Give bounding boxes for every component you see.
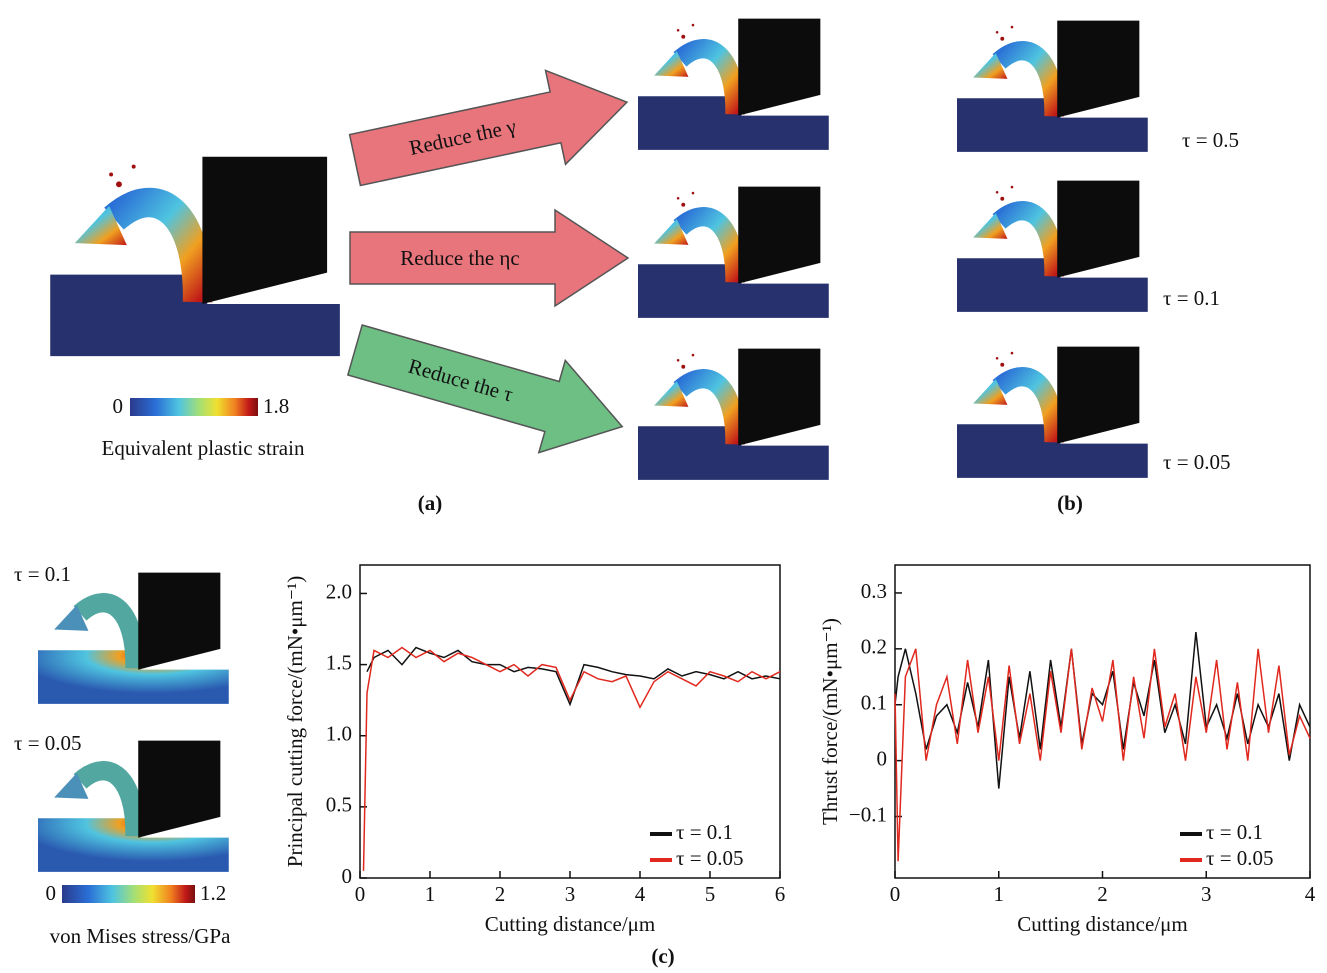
series-line <box>362 646 781 871</box>
simulation-image <box>638 19 829 150</box>
y-tick-label: 0.2 <box>861 635 887 659</box>
simulation-image <box>957 347 1148 478</box>
y-axis-label: Thrust force/(mN•μm⁻¹) <box>818 618 842 825</box>
series-line <box>366 646 781 707</box>
y-tick-label: 0.1 <box>861 691 887 715</box>
y-tick-label: 1.0 <box>326 722 352 746</box>
case-label: τ = 0.05 <box>14 731 82 755</box>
y-axis-label: Principal cutting force/(mN•μm⁻¹) <box>283 576 307 867</box>
y-tick-label: 0 <box>342 864 353 888</box>
legend-label: τ = 0.1 <box>1206 820 1263 844</box>
series-line <box>894 648 1311 862</box>
simulation-image <box>50 157 340 356</box>
case-label: τ = 0.5 <box>1182 128 1239 152</box>
legend-label: τ = 0.05 <box>1206 846 1274 870</box>
colorbar <box>130 398 258 416</box>
x-tick-label: 4 <box>635 882 646 906</box>
y-tick-label: 0.5 <box>326 793 352 817</box>
x-axis-label: Cutting distance/μm <box>485 912 656 936</box>
case-label: τ = 0.05 <box>1163 450 1231 474</box>
x-tick-label: 1 <box>425 882 436 906</box>
x-tick-label: 0 <box>890 882 901 906</box>
series-line <box>894 632 1311 789</box>
colorbar <box>62 885 195 903</box>
colorbar-title: von Mises stress/GPa <box>50 924 232 948</box>
panel-label: (b) <box>1057 491 1083 515</box>
x-tick-label: 0 <box>355 882 366 906</box>
x-tick-label: 1 <box>994 882 1005 906</box>
y-tick-label: 1.5 <box>326 650 352 674</box>
case-label: τ = 0.1 <box>14 562 71 586</box>
x-axis-label: Cutting distance/μm <box>1017 912 1188 936</box>
arrow: Reduce the γ <box>344 54 638 208</box>
arrow: Reduce the ηc <box>349 209 629 307</box>
simulation-image <box>638 349 829 480</box>
colorbar-min: 0 <box>113 394 124 418</box>
y-tick-label: 2.0 <box>326 579 352 603</box>
panel-label: (a) <box>418 491 443 515</box>
colorbar-title: Equivalent plastic strain <box>102 436 305 460</box>
x-tick-label: 4 <box>1305 882 1316 906</box>
arrow: Reduce the τ <box>341 303 637 474</box>
legend-label: τ = 0.05 <box>676 846 744 870</box>
simulation-image <box>38 741 229 872</box>
colorbar-min: 0 <box>46 881 57 905</box>
legend-label: τ = 0.1 <box>676 820 733 844</box>
colorbar-max: 1.2 <box>200 881 226 905</box>
x-tick-label: 3 <box>1201 882 1212 906</box>
simulation-image <box>957 181 1148 312</box>
x-tick-label: 2 <box>1097 882 1108 906</box>
colorbar-max: 1.8 <box>263 394 289 418</box>
x-tick-label: 6 <box>775 882 786 906</box>
y-tick-label: 0 <box>877 746 888 770</box>
case-label: τ = 0.1 <box>1163 286 1220 310</box>
panel-label: (c) <box>651 944 674 968</box>
arrow-label: Reduce the ηc <box>400 246 519 270</box>
simulation-image <box>38 573 229 704</box>
x-tick-label: 5 <box>705 882 716 906</box>
y-tick-label: 0.3 <box>861 579 887 603</box>
x-tick-label: 3 <box>565 882 576 906</box>
y-tick-label: −0.1 <box>849 802 887 826</box>
simulation-image <box>957 21 1148 152</box>
simulation-image <box>638 187 829 318</box>
x-tick-label: 2 <box>495 882 506 906</box>
